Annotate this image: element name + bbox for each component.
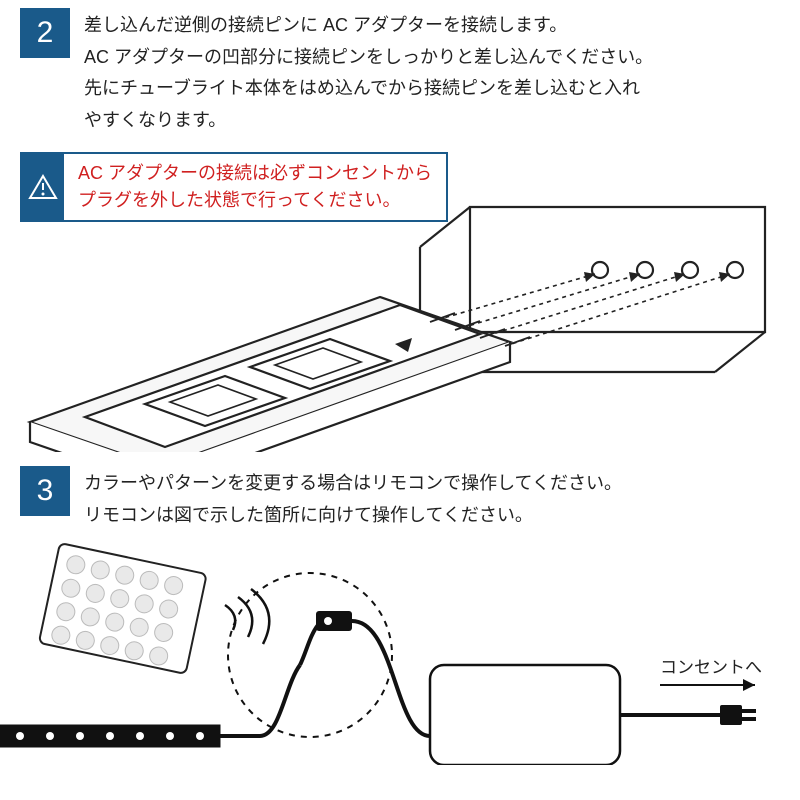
step-3-text: カラーやパターンを変更する場合はリモコンで操作してください。 リモコンは図で示し… — [84, 466, 622, 531]
step-2-header: 2 差し込んだ逆側の接続ピンに AC アダプターを接続します。 AC アダプター… — [0, 0, 800, 136]
step-3-number: 3 — [37, 474, 54, 508]
to-outlet-label-svg: コンセントへ — [660, 658, 762, 677]
warning-icon-cell — [22, 154, 64, 220]
step-2-text: 差し込んだ逆側の接続ピンに AC アダプターを接続します。 AC アダプターの凹… — [84, 8, 653, 136]
warning-triangle-icon — [28, 174, 58, 200]
warning-text: AC アダプターの接続は必ずコンセントから プラグを外した状態で行ってください。 — [64, 154, 446, 220]
step-2-badge: 2 — [20, 8, 70, 58]
warning-line-1: AC アダプターの接続は必ずコンセントから — [78, 160, 432, 187]
step-3-header: 3 カラーやパターンを変更する場合はリモコンで操作してください。 リモコンは図で… — [0, 458, 800, 531]
warning-box: AC アダプターの接続は必ずコンセントから プラグを外した状態で行ってください。 — [20, 152, 448, 222]
diagram-adapter-connection — [0, 192, 800, 452]
step-3-badge: 3 — [20, 466, 70, 516]
remote-svg: コンセントへ — [0, 535, 800, 765]
diagram-remote-operation: コンセントへ — [0, 535, 800, 765]
adapter-svg — [0, 192, 800, 452]
warning-line-2: プラグを外した状態で行ってください。 — [78, 187, 432, 214]
step-2-number: 2 — [37, 16, 54, 50]
